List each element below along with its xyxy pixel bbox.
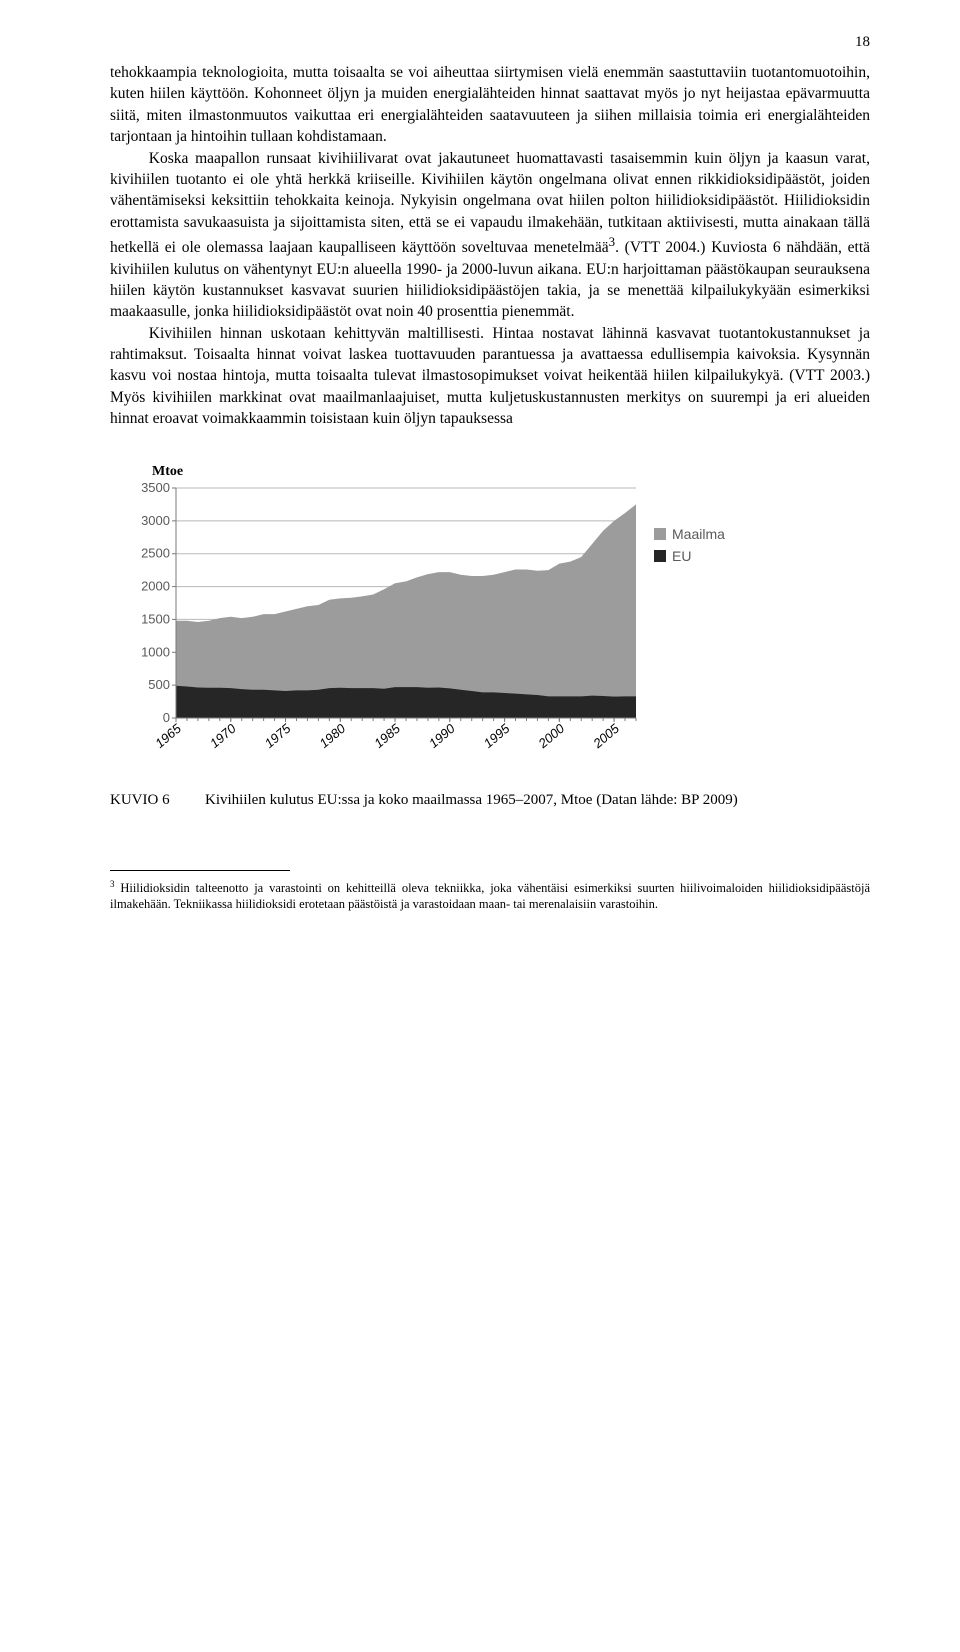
paragraph: tehokkaampia teknologioita, mutta toisaa… [110,62,870,148]
page-number: 18 [855,34,870,51]
svg-text:1000: 1000 [141,644,170,659]
svg-text:2005: 2005 [589,720,622,751]
svg-text:1985: 1985 [371,720,403,751]
svg-text:2000: 2000 [141,578,170,593]
svg-text:1500: 1500 [141,611,170,626]
svg-text:1975: 1975 [262,720,294,751]
svg-text:1995: 1995 [481,720,513,751]
svg-text:500: 500 [148,677,170,692]
svg-text:EU: EU [672,548,691,564]
svg-text:1970: 1970 [207,720,239,751]
svg-text:2000: 2000 [535,720,568,751]
svg-text:3000: 3000 [141,512,170,527]
coal-consumption-chart: Mtoe 0 500 1000 1500 2000 2500 3000 3500 1965 197… [130,464,870,768]
footnote-separator [110,870,290,871]
svg-text:1990: 1990 [426,720,458,751]
area-chart-svg: 0 500 1000 1500 2000 2500 3000 3500 1965 1970 1975… [130,482,766,768]
svg-text:3500: 3500 [141,482,170,495]
svg-text:Maailma: Maailma [672,526,725,542]
paragraph: Koska maapallon runsaat kivihiilivarat o… [110,148,870,323]
caption-label: KUVIO 6 [110,790,205,810]
chart-unit-label: Mtoe [152,464,870,480]
caption-text: Kivihiilen kulutus EU:ssa ja koko maailm… [205,790,870,810]
document-page: 18 tehokkaampia teknologioita, mutta toi… [0,0,960,952]
svg-text:2500: 2500 [141,545,170,560]
svg-text:1965: 1965 [152,720,184,751]
svg-text:0: 0 [163,710,170,725]
footnote: 3 Hiilidioksidin talteenotto ja varastoi… [110,879,870,913]
body-text: tehokkaampia teknologioita, mutta toisaa… [110,62,870,430]
figure-caption: KUVIO 6 Kivihiilen kulutus EU:ssa ja kok… [110,790,870,810]
svg-text:1980: 1980 [316,720,348,751]
paragraph: Kivihiilen hinnan uskotaan kehittyvän ma… [110,323,870,430]
